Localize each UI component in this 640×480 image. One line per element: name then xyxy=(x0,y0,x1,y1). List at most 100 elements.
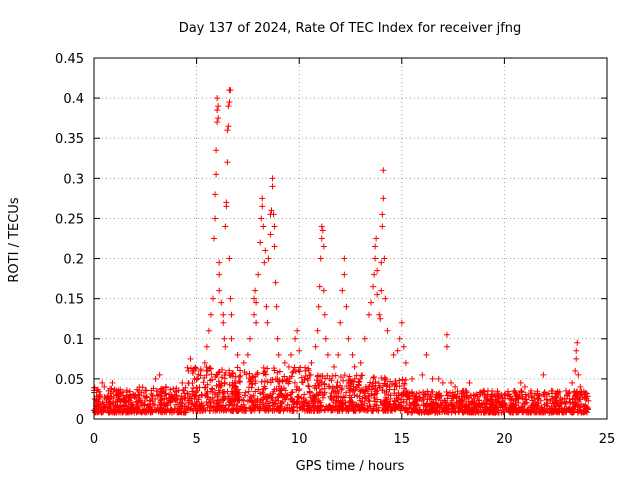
data-point xyxy=(215,103,222,110)
data-point xyxy=(184,390,191,397)
data-point xyxy=(215,378,222,385)
data-point xyxy=(229,370,236,377)
data-point xyxy=(468,408,475,415)
data-point xyxy=(305,382,312,389)
data-point xyxy=(527,409,534,416)
data-point xyxy=(97,408,104,415)
data-point xyxy=(222,343,229,350)
data-point xyxy=(127,394,134,401)
data-point xyxy=(365,383,372,390)
data-point xyxy=(137,396,144,403)
data-point xyxy=(365,393,372,400)
data-point xyxy=(162,390,169,397)
data-point xyxy=(253,319,260,326)
data-point xyxy=(274,335,281,342)
data-point xyxy=(535,409,542,416)
data-point xyxy=(489,388,496,395)
data-point xyxy=(569,379,576,386)
data-point xyxy=(562,408,569,415)
data-point xyxy=(246,378,253,385)
data-point xyxy=(386,400,393,407)
data-point xyxy=(222,223,229,230)
data-point xyxy=(511,387,518,394)
data-point xyxy=(481,391,488,398)
data-point xyxy=(257,239,264,246)
data-point xyxy=(253,371,260,378)
data-point xyxy=(260,223,267,230)
data-point xyxy=(452,391,459,398)
data-point xyxy=(354,392,361,399)
data-point xyxy=(267,231,274,238)
data-point xyxy=(378,375,385,382)
data-point xyxy=(397,399,404,406)
data-point xyxy=(366,403,373,410)
data-point xyxy=(241,405,248,412)
data-point xyxy=(341,372,348,379)
data-point xyxy=(295,367,302,374)
data-point xyxy=(152,375,159,382)
data-point xyxy=(318,407,325,414)
data-point xyxy=(403,400,410,407)
data-point xyxy=(253,299,260,306)
data-point xyxy=(404,409,411,416)
data-point xyxy=(325,383,332,390)
data-point xyxy=(232,373,239,380)
data-point xyxy=(289,369,296,376)
data-point xyxy=(361,394,368,401)
data-point xyxy=(150,385,157,392)
data-point xyxy=(351,392,358,399)
data-point xyxy=(202,384,209,391)
data-point xyxy=(576,396,583,403)
data-point xyxy=(339,385,346,392)
data-point xyxy=(294,327,301,334)
data-point xyxy=(123,387,130,394)
data-point xyxy=(261,378,268,385)
data-point xyxy=(572,367,579,374)
data-point xyxy=(428,400,435,407)
data-point xyxy=(262,371,269,378)
data-point xyxy=(300,399,307,406)
y-tick-label: 0.2 xyxy=(63,253,84,268)
data-point xyxy=(251,311,258,318)
data-point xyxy=(304,375,311,382)
y-tick-label: 0.15 xyxy=(55,293,84,308)
data-point xyxy=(491,391,498,398)
data-point xyxy=(289,398,296,405)
data-point xyxy=(219,402,226,409)
data-point xyxy=(184,390,191,397)
data-point xyxy=(161,401,168,408)
data-point xyxy=(212,215,219,222)
data-point xyxy=(444,392,451,399)
data-point xyxy=(452,383,459,390)
data-point xyxy=(341,255,348,262)
data-point xyxy=(466,404,473,411)
data-point xyxy=(142,393,149,400)
data-point xyxy=(237,372,244,379)
data-point xyxy=(524,406,531,413)
data-point xyxy=(302,367,309,374)
data-point xyxy=(528,404,535,411)
data-point xyxy=(482,394,489,401)
data-point xyxy=(220,311,227,318)
data-point xyxy=(517,379,524,386)
data-point xyxy=(375,404,382,411)
data-point xyxy=(218,374,225,381)
data-point xyxy=(457,398,464,405)
data-point xyxy=(225,396,232,403)
data-point xyxy=(230,369,237,376)
data-point xyxy=(101,383,108,390)
data-point xyxy=(271,243,278,250)
data-point xyxy=(513,395,520,402)
data-point xyxy=(318,223,325,230)
data-point xyxy=(293,386,300,393)
data-point xyxy=(403,406,410,413)
data-point xyxy=(179,379,186,386)
x-tick-label: 0 xyxy=(90,432,98,447)
data-point xyxy=(332,372,339,379)
data-point xyxy=(216,381,223,388)
data-point xyxy=(106,396,113,403)
data-point xyxy=(486,396,493,403)
data-point xyxy=(263,400,270,407)
data-point xyxy=(191,375,198,382)
data-point xyxy=(258,378,265,385)
